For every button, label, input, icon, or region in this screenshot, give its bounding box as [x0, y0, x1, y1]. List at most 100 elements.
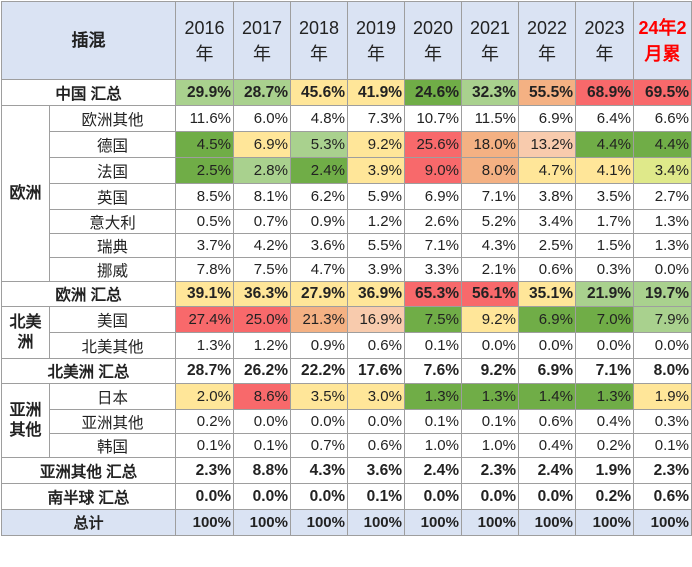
value-cell: 0.0%	[347, 409, 405, 434]
value-cell: 4.1%	[575, 157, 634, 184]
year-header: 2021 年	[461, 1, 519, 80]
value-cell: 7.1%	[575, 358, 634, 384]
value-cell: 8.6%	[233, 383, 291, 410]
year-header: 2020 年	[404, 1, 462, 80]
value-cell: 2.3%	[175, 457, 234, 484]
value-cell: 1.5%	[575, 233, 634, 258]
row-label: 北美其他	[49, 332, 176, 359]
year-header: 24年2 月累	[633, 1, 692, 80]
value-cell: 8.5%	[175, 183, 234, 210]
value-cell: 26.2%	[233, 358, 291, 384]
value-cell: 28.7%	[233, 79, 291, 106]
summary-label: 北美洲 汇总	[1, 358, 176, 384]
year-header: 2022 年	[518, 1, 576, 80]
value-cell: 5.5%	[347, 233, 405, 258]
row-label: 韩国	[49, 433, 176, 458]
region-label: 欧洲	[1, 105, 50, 282]
table-row: 北美其他 1.3% 1.2% 0.9% 0.6% 0.1% 0.0% 0.0% 0.0% 0.0%	[2, 332, 692, 359]
value-cell: 7.9%	[633, 306, 692, 333]
value-cell: 6.0%	[233, 105, 291, 132]
value-cell: 9.0%	[404, 157, 462, 184]
year-header-line1: 24年2	[638, 17, 687, 38]
value-cell: 1.7%	[575, 209, 634, 234]
value-cell: 0.6%	[518, 409, 576, 434]
value-cell: 0.6%	[347, 433, 405, 458]
value-cell: 7.5%	[404, 306, 462, 333]
value-cell: 22.2%	[290, 358, 348, 384]
value-cell: 3.6%	[347, 457, 405, 484]
row-label: 挪威	[49, 257, 176, 282]
value-cell: 0.4%	[518, 433, 576, 458]
value-cell: 17.6%	[347, 358, 405, 384]
value-cell: 32.3%	[461, 79, 519, 106]
value-cell: 19.7%	[633, 281, 692, 307]
value-cell: 3.7%	[175, 233, 234, 258]
value-cell: 8.1%	[233, 183, 291, 210]
value-cell: 25.6%	[404, 131, 462, 158]
value-cell: 0.0%	[233, 409, 291, 434]
row-label: 日本	[49, 383, 176, 410]
value-cell: 0.1%	[633, 433, 692, 458]
row-label: 美国	[49, 306, 176, 333]
year-header-line1: 2017	[241, 17, 283, 38]
value-cell: 0.6%	[347, 332, 405, 359]
year-header-line1: 2022	[526, 17, 568, 38]
value-cell: 24.6%	[404, 79, 462, 106]
value-cell: 4.3%	[461, 233, 519, 258]
value-cell: 0.0%	[233, 483, 291, 510]
year-header: 2017 年	[233, 1, 291, 80]
value-cell: 5.9%	[347, 183, 405, 210]
value-cell: 7.1%	[461, 183, 519, 210]
value-cell: 2.4%	[404, 457, 462, 484]
value-cell: 4.4%	[633, 131, 692, 158]
region-label: 亚洲 其他	[1, 383, 50, 458]
summary-label: 欧洲 汇总	[1, 281, 176, 307]
value-cell: 9.2%	[461, 358, 519, 384]
value-cell: 1.0%	[461, 433, 519, 458]
value-cell: 25.0%	[233, 306, 291, 333]
table-row: 挪威 7.8% 7.5% 4.7% 3.9% 3.3% 2.1% 0.6% 0.3% 0.0%	[2, 257, 692, 282]
value-cell: 7.3%	[347, 105, 405, 132]
value-cell: 0.0%	[575, 332, 634, 359]
value-cell: 21.9%	[575, 281, 634, 307]
value-cell: 6.9%	[518, 105, 576, 132]
value-cell: 0.9%	[290, 209, 348, 234]
value-cell: 2.7%	[633, 183, 692, 210]
value-cell: 0.2%	[575, 483, 634, 510]
value-cell: 3.5%	[290, 383, 348, 410]
total-row: 总计 100% 100% 100% 100% 100% 100% 100% 100% 100%	[1, 509, 692, 536]
year-header-line2: 年	[595, 43, 614, 64]
value-cell: 100%	[404, 509, 462, 536]
value-cell: 0.0%	[290, 409, 348, 434]
value-cell: 100%	[233, 509, 291, 536]
value-cell: 0.2%	[575, 433, 634, 458]
year-header-line2: 年	[195, 43, 214, 64]
value-cell: 2.0%	[175, 383, 234, 410]
value-cell: 0.0%	[290, 483, 348, 510]
region-label-line: 洲	[17, 333, 34, 351]
value-cell: 0.1%	[175, 433, 234, 458]
region-label: 北美洲	[1, 306, 50, 359]
total-label: 总计	[1, 509, 176, 536]
value-cell: 56.1%	[461, 281, 519, 307]
value-cell: 0.0%	[633, 332, 692, 359]
value-cell: 2.3%	[461, 457, 519, 484]
table-row: 亚洲 其他 日本 2.0% 8.6% 3.5% 3.0% 1.3% 1.3% 1.4% 1.3% 1.…	[1, 383, 692, 458]
value-cell: 2.1%	[461, 257, 519, 282]
value-cell: 0.1%	[404, 409, 462, 434]
value-cell: 4.7%	[518, 157, 576, 184]
value-cell: 5.3%	[290, 131, 348, 158]
share-table: 插混 2016 年 2017 年 2018 年 2019 年 2020 年 2021 年 2022 年 20…	[1, 1, 692, 536]
summary-label: 亚洲其他 汇总	[1, 457, 176, 484]
value-cell: 0.4%	[575, 409, 634, 434]
value-cell: 0.6%	[518, 257, 576, 282]
value-cell: 3.6%	[290, 233, 348, 258]
value-cell: 27.9%	[290, 281, 348, 307]
value-cell: 10.7%	[404, 105, 462, 132]
year-header-line1: 2019	[355, 17, 397, 38]
region-label-line: 其他	[9, 421, 42, 439]
value-cell: 0.5%	[175, 209, 234, 234]
value-cell: 6.2%	[290, 183, 348, 210]
value-cell: 1.0%	[404, 433, 462, 458]
value-cell: 1.3%	[575, 383, 634, 410]
